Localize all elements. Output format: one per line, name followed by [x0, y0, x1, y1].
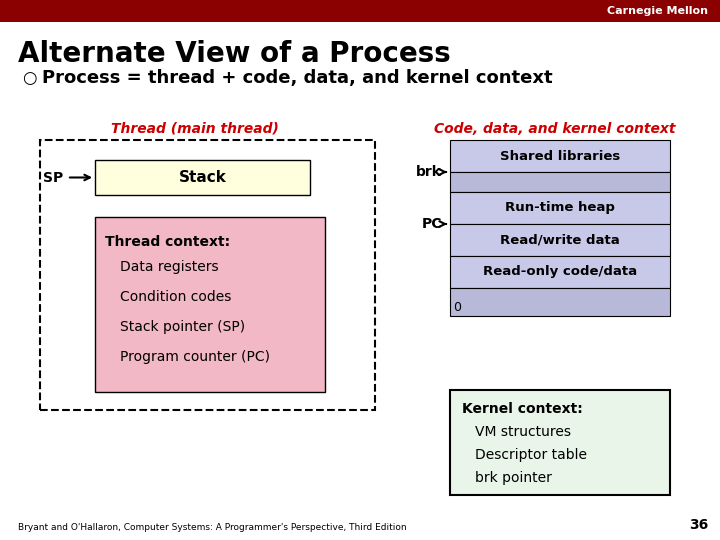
Text: 0: 0: [453, 301, 461, 314]
Text: Stack: Stack: [179, 170, 226, 185]
Bar: [95, 160, 310, 195]
Text: 36: 36: [689, 518, 708, 532]
Bar: [450, 390, 670, 495]
Text: ○: ○: [22, 69, 37, 87]
Text: brk: brk: [416, 165, 442, 179]
Text: Data registers: Data registers: [120, 260, 219, 274]
Text: Run-time heap: Run-time heap: [505, 201, 615, 214]
Bar: [450, 140, 670, 172]
Text: Thread context:: Thread context:: [105, 235, 230, 249]
Text: SP: SP: [42, 171, 63, 185]
Text: Alternate View of a Process: Alternate View of a Process: [18, 40, 451, 68]
Text: Carnegie Mellon: Carnegie Mellon: [607, 6, 708, 16]
Text: VM structures: VM structures: [475, 425, 571, 439]
Bar: [450, 192, 670, 224]
Text: Code, data, and kernel context: Code, data, and kernel context: [434, 122, 676, 136]
Bar: [450, 172, 670, 192]
Text: Read-only code/data: Read-only code/data: [483, 266, 637, 279]
Text: Shared libraries: Shared libraries: [500, 150, 620, 163]
Text: brk pointer: brk pointer: [475, 471, 552, 485]
Text: Condition codes: Condition codes: [120, 290, 231, 304]
Text: Process = thread + code, data, and kernel context: Process = thread + code, data, and kerne…: [42, 69, 553, 87]
Text: Kernel context:: Kernel context:: [462, 402, 582, 416]
Bar: [450, 288, 670, 316]
Bar: [40, 140, 375, 410]
Bar: [450, 224, 670, 256]
Text: Read/write data: Read/write data: [500, 233, 620, 246]
Bar: [450, 256, 670, 288]
Text: Bryant and O'Hallaron, Computer Systems: A Programmer's Perspective, Third Editi: Bryant and O'Hallaron, Computer Systems:…: [18, 523, 407, 532]
Text: Stack pointer (SP): Stack pointer (SP): [120, 320, 245, 334]
Text: Descriptor table: Descriptor table: [475, 448, 587, 462]
Text: Program counter (PC): Program counter (PC): [120, 350, 270, 364]
Bar: [95, 217, 325, 392]
Text: Thread (main thread): Thread (main thread): [111, 122, 279, 136]
Text: PC: PC: [421, 217, 442, 231]
Bar: [0, 0, 720, 22]
